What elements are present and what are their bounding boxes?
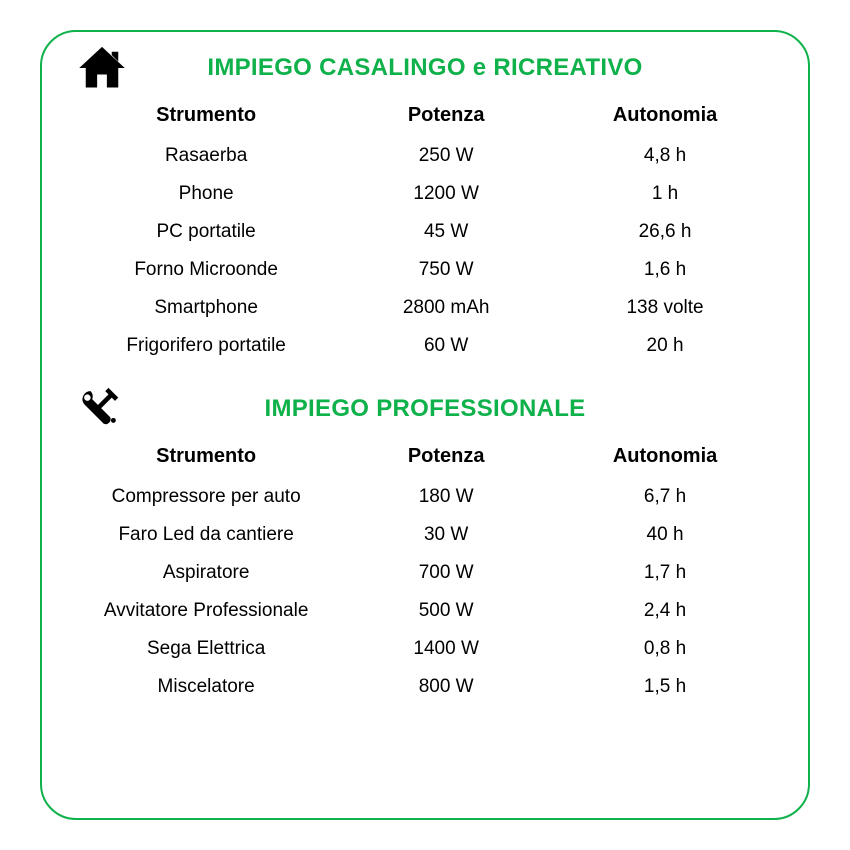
cell-autonomy: 1,6 h — [552, 251, 778, 289]
table-row: Frigorifero portatile 60 W 20 h — [72, 327, 778, 365]
table-row: Compressore per auto 180 W 6,7 h — [72, 478, 778, 516]
section-gap — [72, 365, 778, 395]
cell-autonomy: 6,7 h — [552, 478, 778, 516]
house-icon — [72, 38, 132, 98]
cell-tool: Faro Led da cantiere — [72, 516, 340, 554]
cell-tool: Forno Microonde — [72, 251, 340, 289]
table-header-row: Strumento Potenza Autonomia — [72, 433, 778, 478]
table-header-row: Strumento Potenza Autonomia — [72, 92, 778, 137]
cell-tool: Aspiratore — [72, 554, 340, 592]
cell-autonomy: 1 h — [552, 175, 778, 213]
table-row: Faro Led da cantiere 30 W 40 h — [72, 516, 778, 554]
cell-tool: Phone — [72, 175, 340, 213]
cell-power: 1400 W — [340, 630, 552, 668]
table-row: Smartphone 2800 mAh 138 volte — [72, 289, 778, 327]
table-row: Miscelatore 800 W 1,5 h — [72, 668, 778, 706]
cell-autonomy: 0,8 h — [552, 630, 778, 668]
col-tool-header: Strumento — [72, 433, 340, 478]
table-row: Phone 1200 W 1 h — [72, 175, 778, 213]
info-card: IMPIEGO CASALINGO e RICREATIVO Strumento… — [40, 30, 810, 820]
table-row: Sega Elettrica 1400 W 0,8 h — [72, 630, 778, 668]
table-row: Rasaerba 250 W 4,8 h — [72, 137, 778, 175]
col-tool-header: Strumento — [72, 92, 340, 137]
cell-tool: Avvitatore Professionale — [72, 592, 340, 630]
cell-autonomy: 20 h — [552, 327, 778, 365]
table-row: Forno Microonde 750 W 1,6 h — [72, 251, 778, 289]
cell-autonomy: 1,7 h — [552, 554, 778, 592]
table-row: Avvitatore Professionale 500 W 2,4 h — [72, 592, 778, 630]
cell-power: 1200 W — [340, 175, 552, 213]
cell-tool: Rasaerba — [72, 137, 340, 175]
table-row: PC portatile 45 W 26,6 h — [72, 213, 778, 251]
section1-header: IMPIEGO CASALINGO e RICREATIVO — [72, 54, 778, 82]
col-power-header: Potenza — [340, 92, 552, 137]
cell-autonomy: 40 h — [552, 516, 778, 554]
cell-power: 30 W — [340, 516, 552, 554]
cell-power: 750 W — [340, 251, 552, 289]
cell-autonomy: 138 volte — [552, 289, 778, 327]
cell-power: 45 W — [340, 213, 552, 251]
table-row: Aspiratore 700 W 1,7 h — [72, 554, 778, 592]
cell-autonomy: 4,8 h — [552, 137, 778, 175]
cell-tool: Sega Elettrica — [72, 630, 340, 668]
cell-power: 2800 mAh — [340, 289, 552, 327]
cell-autonomy: 1,5 h — [552, 668, 778, 706]
cell-tool: Frigorifero portatile — [72, 327, 340, 365]
cell-tool: Miscelatore — [72, 668, 340, 706]
cell-power: 700 W — [340, 554, 552, 592]
cell-autonomy: 2,4 h — [552, 592, 778, 630]
cell-tool: Smartphone — [72, 289, 340, 327]
tools-icon — [72, 379, 132, 439]
col-autonomy-header: Autonomia — [552, 433, 778, 478]
section2-table: Strumento Potenza Autonomia Compressore … — [72, 433, 778, 706]
cell-power: 800 W — [340, 668, 552, 706]
cell-power: 60 W — [340, 327, 552, 365]
col-power-header: Potenza — [340, 433, 552, 478]
col-autonomy-header: Autonomia — [552, 92, 778, 137]
cell-power: 180 W — [340, 478, 552, 516]
section2-header: IMPIEGO PROFESSIONALE — [72, 395, 778, 423]
cell-autonomy: 26,6 h — [552, 213, 778, 251]
cell-power: 250 W — [340, 137, 552, 175]
cell-power: 500 W — [340, 592, 552, 630]
section1-table: Strumento Potenza Autonomia Rasaerba 250… — [72, 92, 778, 365]
cell-tool: PC portatile — [72, 213, 340, 251]
section1-title: IMPIEGO CASALINGO e RICREATIVO — [207, 54, 642, 81]
cell-tool: Compressore per auto — [72, 478, 340, 516]
section2-title: IMPIEGO PROFESSIONALE — [264, 395, 585, 422]
